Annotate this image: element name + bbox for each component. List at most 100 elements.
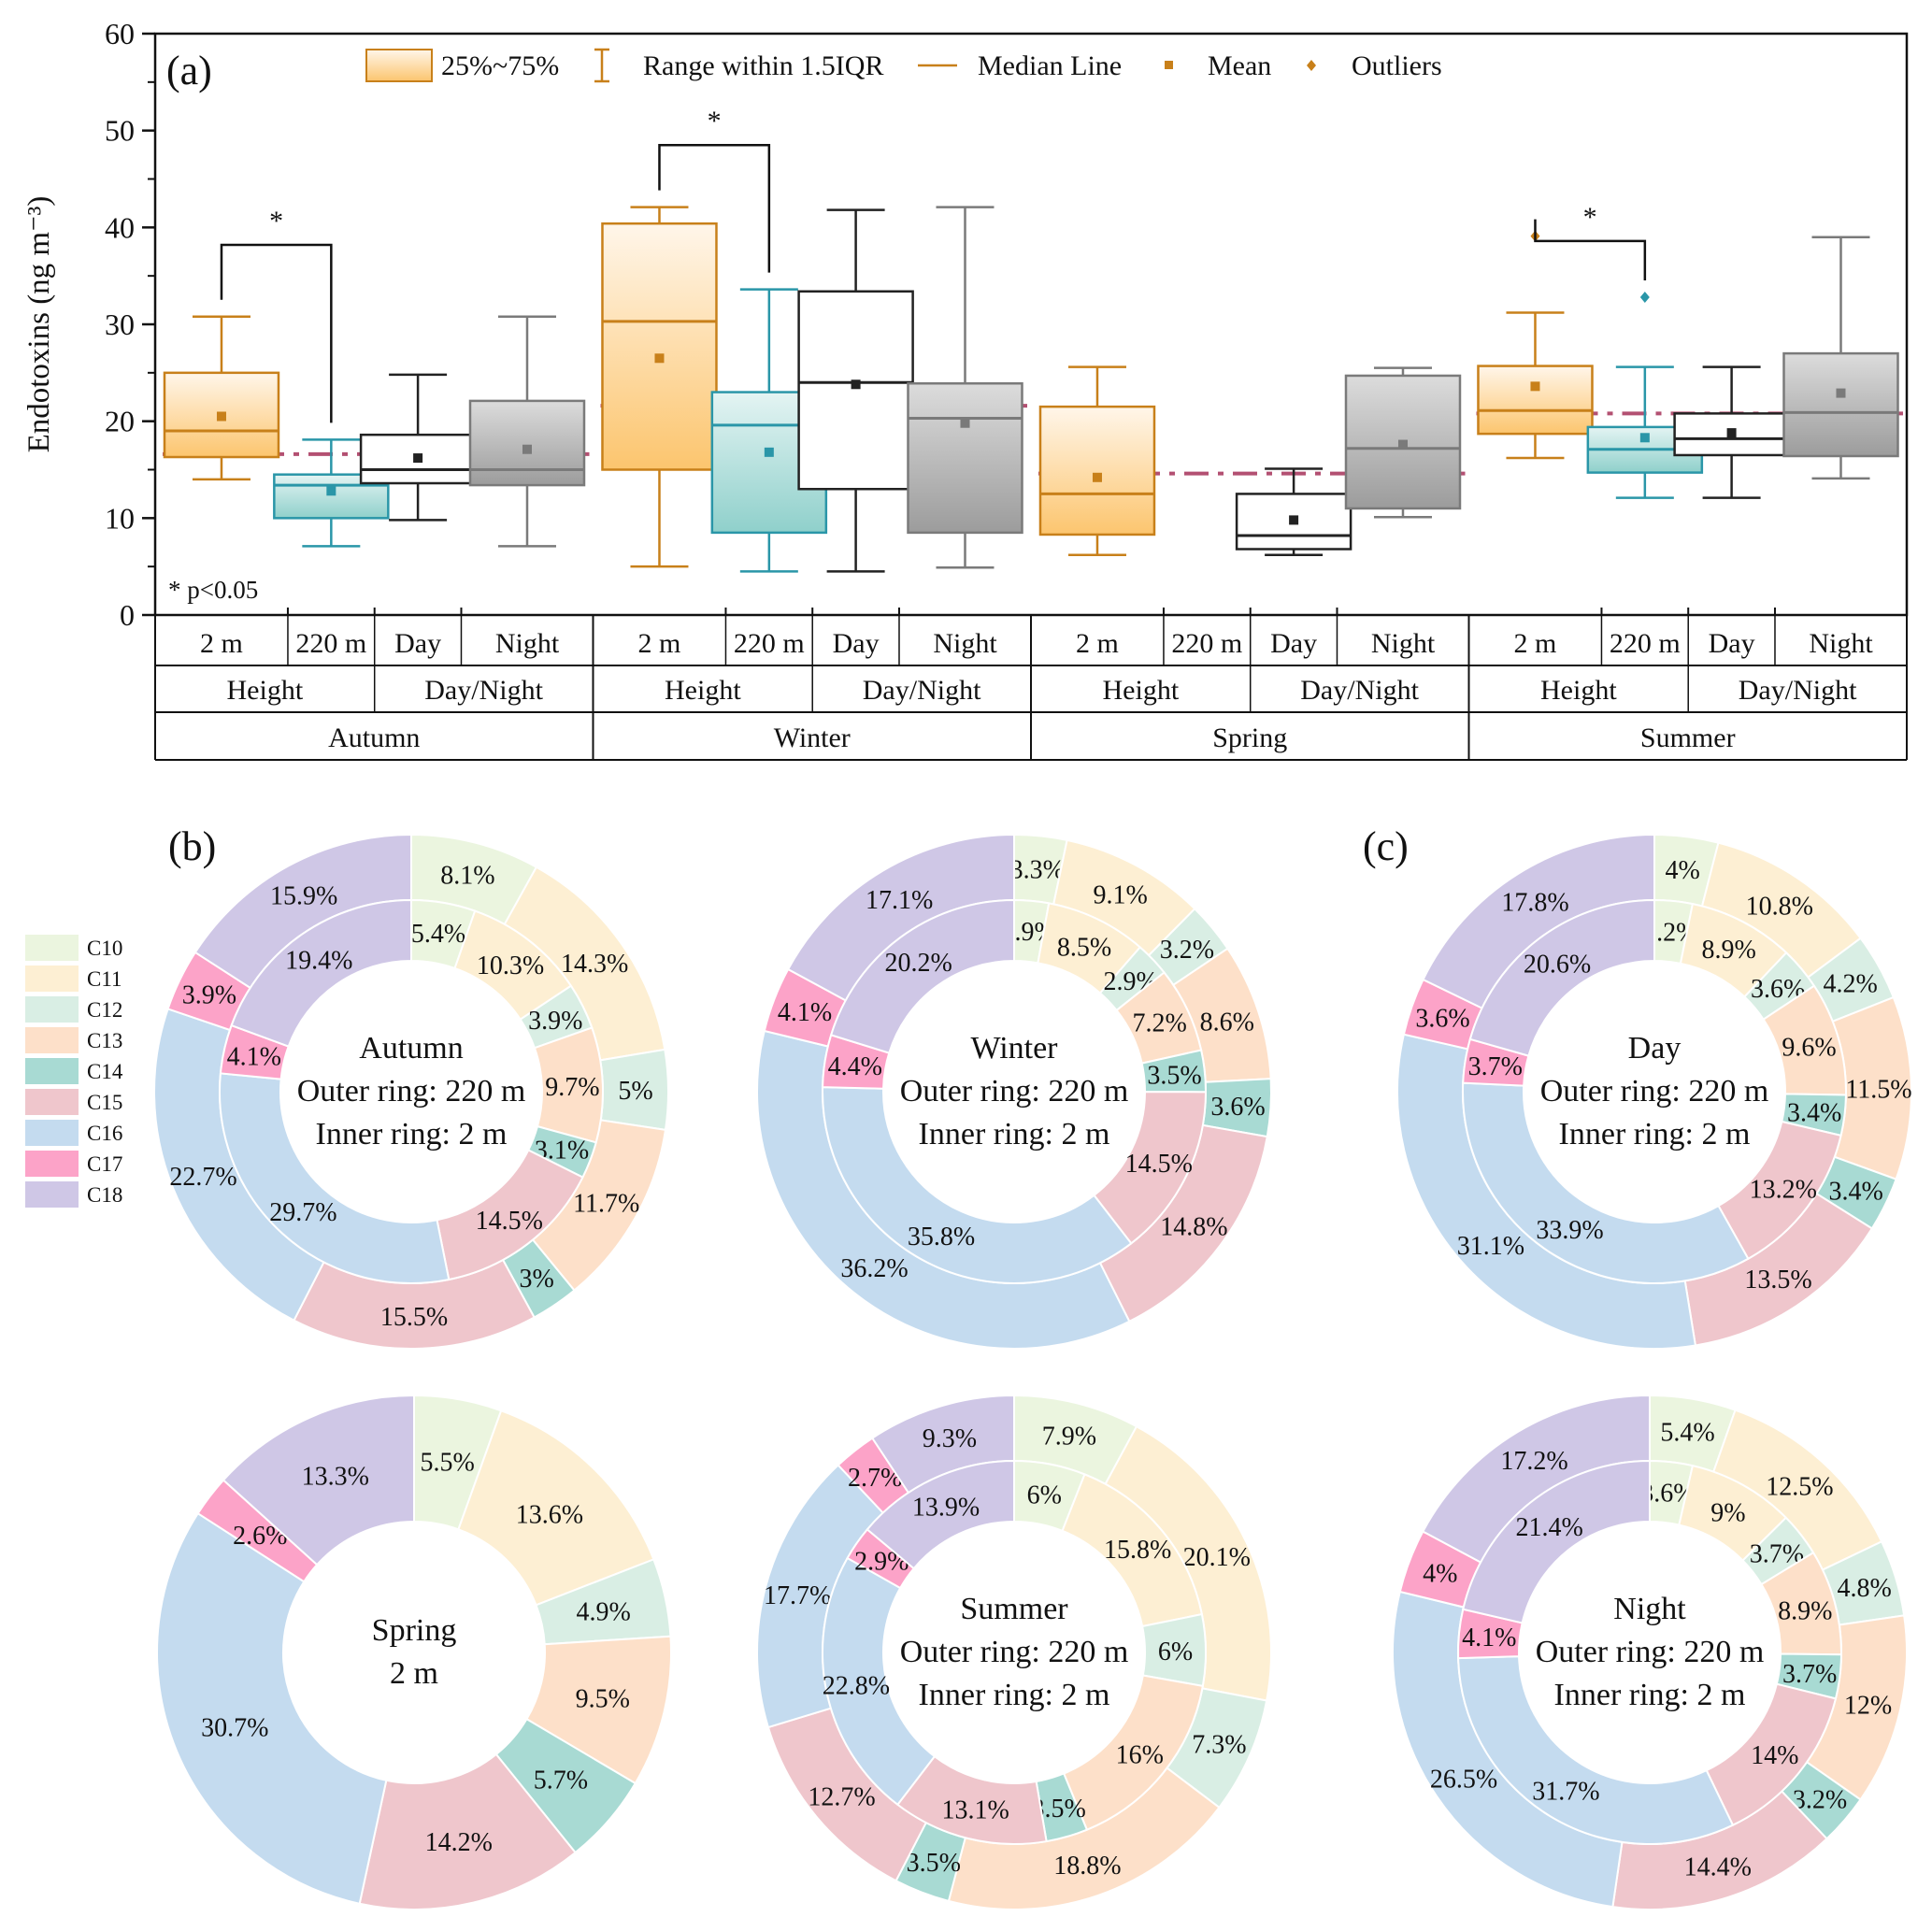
- group-label: Day/Night: [863, 675, 981, 706]
- subgroup-label: 2 m: [1514, 628, 1557, 659]
- legend-label: Range within 1.5IQR: [643, 50, 883, 81]
- inner-ring-slice-label: 9%: [1710, 1498, 1745, 1527]
- outer-ring-slice-label: 17.8%: [1501, 889, 1568, 918]
- box-2m: [1477, 230, 1594, 460]
- subgroup-label: 2 m: [200, 628, 243, 659]
- donut-day: 4%10.8%4.2%11.5%3.4%13.5%31.1%3.6%17.8%3…: [1396, 833, 1912, 1350]
- mean-marker: [764, 447, 774, 457]
- outer-ring-slice-label: 14.8%: [1160, 1212, 1227, 1241]
- inner-ring-slice-c18: [866, 1459, 1015, 1570]
- ring-slice-c15: [358, 1752, 578, 1910]
- mean-marker: [654, 353, 665, 364]
- plot-frame: [153, 32, 1909, 617]
- inner-ring-slice-label: 3.9%: [528, 1007, 582, 1036]
- outer-ring-slice-label: 3.9%: [182, 981, 236, 1010]
- outer-ring-slice-label: 26.5%: [1430, 1765, 1497, 1794]
- category-table: Autumn Height Day/Night 2 m 220 m Day Night Win…: [154, 615, 1908, 761]
- subgroup-label: Night: [1809, 628, 1873, 659]
- outer-ring-slice-label: 14.3%: [561, 950, 628, 979]
- y-tick-label: 10: [105, 501, 135, 535]
- outer-ring-slice-label: 12%: [1844, 1691, 1892, 1720]
- subgroup-label: Night: [933, 628, 997, 659]
- ring-slice-label: 5.7%: [534, 1767, 588, 1795]
- mean-marker: [1289, 515, 1299, 525]
- donut-panels: (b) (c) C10 C11 C12 C13 C14 C15 C16 C17 C18 8.1% 14.…: [25, 823, 1912, 1910]
- significance-note: * p<0.05: [168, 576, 258, 604]
- legend: 25%~75% Range within 1.5IQR Median Line Mea…: [365, 48, 1442, 83]
- iqr-box: [468, 399, 586, 487]
- legend-label: C18: [87, 1183, 122, 1207]
- season-label: Autumn: [328, 722, 420, 753]
- inner-ring-slice-c16: [1462, 1081, 1750, 1285]
- season-group-winter: *: [600, 106, 1027, 573]
- inner-ring-slice-label: 15.8%: [1104, 1536, 1171, 1565]
- box-2m: [163, 315, 280, 481]
- outer-ring-slice-label: 20.1%: [1183, 1543, 1251, 1572]
- outer-ring-slice-label: 12.5%: [1766, 1472, 1833, 1501]
- significance-star: *: [1583, 202, 1597, 233]
- inner-ring-slice-label: 22.8%: [823, 1671, 890, 1700]
- donut-center-label: Outer ring: 220 m: [297, 1074, 526, 1109]
- season-label: Winter: [774, 722, 851, 753]
- inner-ring-slice-label: 3.4%: [1787, 1098, 1841, 1127]
- legend-label: C11: [87, 967, 122, 991]
- subgroup-label: Day: [1270, 628, 1317, 659]
- significance-bracket: [658, 143, 771, 273]
- inner-ring-slice-label: 19.4%: [285, 946, 352, 975]
- box-day: [797, 208, 914, 573]
- group-label: Day/Night: [1300, 675, 1419, 706]
- group-label: Height: [227, 675, 304, 706]
- donut-center-label: Outer ring: 220 m: [1536, 1635, 1765, 1669]
- outer-ring-slice-label: 8.1%: [440, 862, 494, 891]
- legend-swatch-c16: [25, 1120, 79, 1146]
- inner-ring-slice-c16: [822, 1086, 1133, 1284]
- iqr-box: [601, 222, 718, 471]
- subgroup-label: 220 m: [1610, 628, 1681, 659]
- inner-ring-slice-label: 8.5%: [1057, 934, 1111, 963]
- subgroup-label: Day: [1709, 628, 1755, 659]
- inner-ring-slice-label: 8.9%: [1702, 936, 1756, 965]
- legend-mean-icon: [1165, 61, 1173, 69]
- legend-label: 25%~75%: [441, 50, 559, 81]
- box-220m: [1586, 291, 1704, 499]
- donut-center-label: Spring: [372, 1613, 457, 1648]
- inner-ring-slice-label: 20.2%: [884, 949, 952, 978]
- outer-ring-slice-label: 7.3%: [1192, 1730, 1246, 1759]
- box-2m: [1038, 365, 1156, 556]
- iqr-box: [1038, 405, 1156, 536]
- inner-ring-slice-label: 9.6%: [1782, 1034, 1836, 1063]
- inner-ring-slice-label: 10.3%: [477, 951, 544, 980]
- panel-a-boxplot: 0 10 20 30 40 50 60 Endotoxins (ng m⁻³) (a) * p<0…: [22, 17, 1909, 761]
- panel-label-b: (b): [168, 823, 216, 869]
- box-night: [1782, 236, 1899, 480]
- iqr-box: [1782, 351, 1899, 458]
- y-tick-label: 60: [105, 17, 135, 50]
- y-tick-label: 30: [105, 308, 135, 341]
- significance-bracket: [1534, 219, 1647, 280]
- group-label: Day/Night: [1739, 675, 1857, 706]
- inner-ring-slice-label: 6%: [1158, 1638, 1193, 1666]
- mean-marker: [326, 486, 336, 496]
- mean-marker: [216, 411, 226, 422]
- subgroup-label: Night: [495, 628, 560, 659]
- y-axis-label: Endotoxins (ng m⁻³): [22, 196, 56, 453]
- donut-night: 5.4%12.5%4.8%12%3.2%14.4%26.5%4%17.2%3.6…: [1392, 1394, 1908, 1910]
- panel-label-c: (c): [1363, 823, 1409, 869]
- outer-ring-slice-label: 4%: [1665, 856, 1699, 885]
- outer-ring-slice-label: 4.2%: [1824, 969, 1878, 998]
- subgroup-label: 220 m: [734, 628, 805, 659]
- box-night: [1344, 366, 1462, 519]
- donut-autumn: 8.1% 14.3% 5% 11.7% 3% 15.5% 22.7% 3.9% 15.9% 5.4…: [153, 833, 669, 1350]
- outer-ring-slice-label: 8.6%: [1200, 1008, 1254, 1037]
- outer-ring-slice-label: 5.4%: [1660, 1418, 1714, 1447]
- ring-slice-c16: [156, 1511, 388, 1905]
- inner-ring-slice-label: 13.1%: [942, 1795, 1009, 1824]
- outer-ring-slice-label: 17.1%: [866, 886, 933, 915]
- outer-ring-slice-label: 12.7%: [808, 1783, 875, 1812]
- legend-swatch-c18: [25, 1181, 79, 1208]
- y-tick-label: 50: [105, 114, 135, 148]
- iqr-box: [1477, 365, 1594, 436]
- mean-marker: [1639, 433, 1650, 443]
- outer-ring-slice-label: 36.2%: [840, 1254, 908, 1283]
- donut-center-label: Outer ring: 220 m: [900, 1074, 1129, 1109]
